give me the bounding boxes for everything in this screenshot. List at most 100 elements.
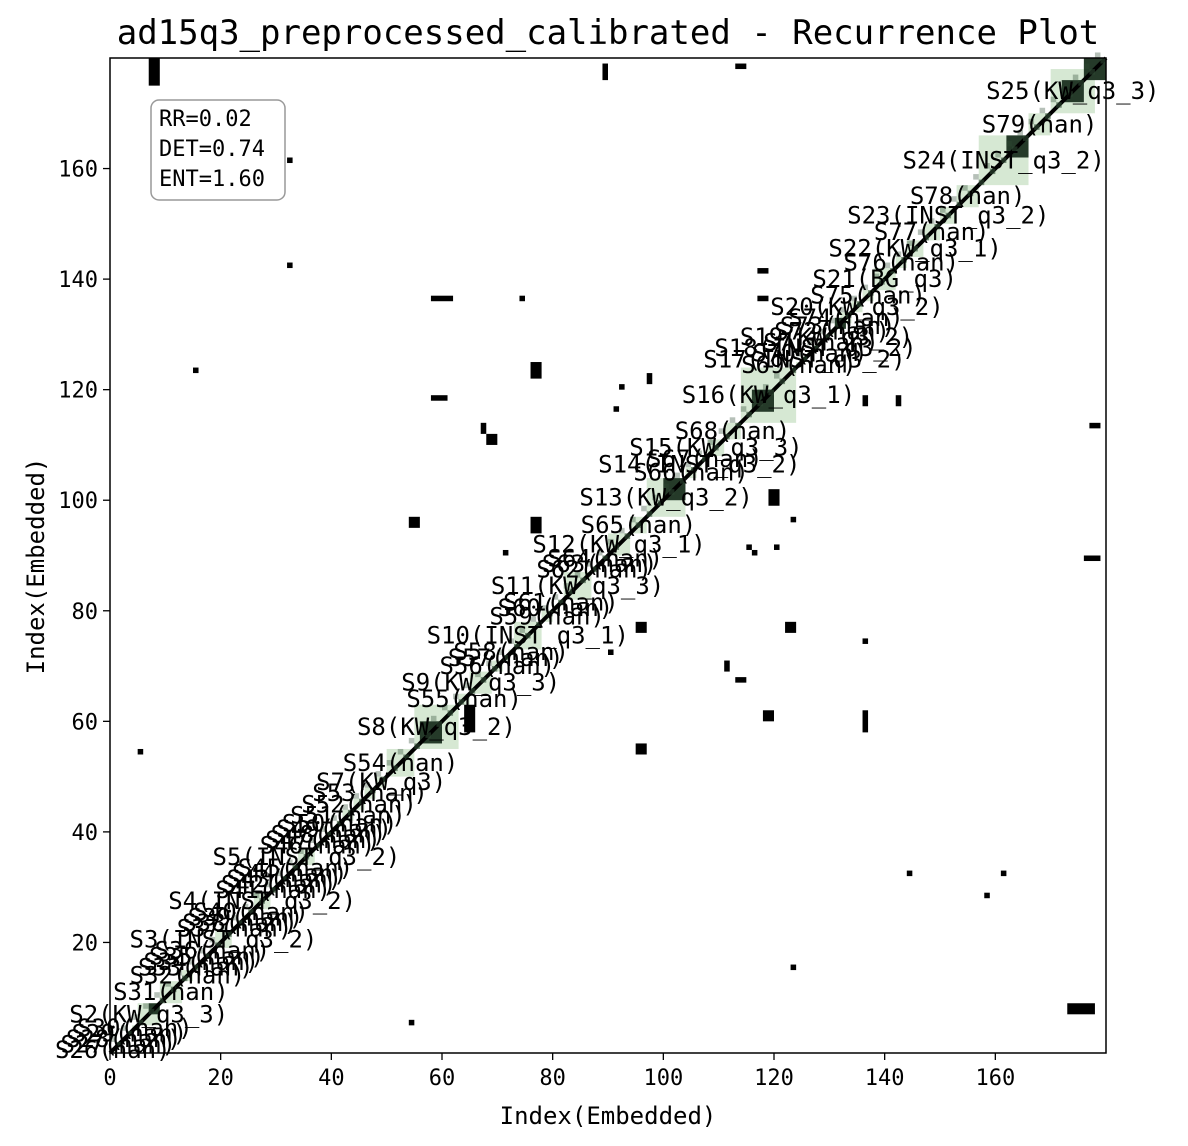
- diagonal-recurrence-cell: [762, 384, 769, 390]
- recurrence-point: [486, 433, 498, 445]
- y-tick-label: 100: [58, 489, 98, 514]
- y-tick-label: 140: [58, 268, 98, 293]
- segment-label: S14(INST_q3_2): [598, 450, 800, 478]
- x-axis-ticks: 0 20 40 60 80 100 120 140 160: [103, 1053, 1015, 1091]
- segment-label: S48(nan): [271, 821, 387, 849]
- stats-box: RR=0.02 DET=0.74 ENT=1.60: [150, 99, 286, 201]
- segment-label: S27(nan): [61, 1031, 177, 1059]
- diagonal-recurrence-cell: [453, 693, 459, 700]
- segment-label: S56(nan): [440, 652, 556, 680]
- diagonal-recurrence-cell: [541, 605, 548, 611]
- recurrence-point: [762, 710, 774, 722]
- diagonal-recurrence-cell: [751, 395, 758, 401]
- recurrence-point: [608, 649, 614, 655]
- segment-label: S50(nan): [282, 810, 398, 838]
- recurrence-point: [1089, 422, 1101, 429]
- diagonal-recurrence-cell: [1056, 102, 1062, 108]
- segment-label: S20(KW_q3_2): [770, 293, 943, 321]
- diagonal-recurrence-cell: [552, 594, 559, 600]
- diagonal-recurrence-cell: [857, 301, 863, 307]
- diagonal-recurrence-cell: [121, 1025, 127, 1031]
- recurrence-point: [287, 157, 293, 164]
- diagonal-recurrence-cell: [1094, 52, 1101, 58]
- diagonal-recurrence-cell: [264, 881, 271, 888]
- segment-label: S16(KW_q3_1): [682, 381, 855, 409]
- diagonal-recurrence-cell: [170, 986, 177, 993]
- diagonal-recurrence-cell: [790, 367, 797, 374]
- diagonal-recurrence-cell: [137, 1019, 144, 1026]
- segment-label: S28(nan): [66, 1025, 182, 1053]
- diagonal-recurrence-cell: [1061, 85, 1068, 92]
- diagonal-recurrence-cell: [359, 798, 365, 805]
- segment-label: S34(nan): [144, 948, 260, 976]
- diagonal-recurrence-cell: [729, 417, 736, 423]
- diagonal-recurrence-cell: [691, 467, 697, 473]
- diagonal-recurrence-cell: [187, 959, 193, 965]
- segment-label: S68(nan): [675, 417, 791, 445]
- segment-label: S41(nan): [215, 876, 331, 904]
- diagonal-recurrence-cell: [901, 257, 907, 263]
- diagonal-recurrence-cell: [608, 538, 614, 545]
- diagonal-recurrence-cell: [176, 970, 182, 976]
- diagonal-recurrence-cell: [962, 185, 968, 191]
- diagonal-recurrence-cell: [392, 765, 398, 772]
- x-tick-label: 160: [975, 1066, 1015, 1091]
- segment-label: S12(KW_q3_1): [532, 530, 705, 558]
- diagonal-recurrence-cell: [1050, 96, 1057, 103]
- segment-label: S47(nan): [265, 826, 381, 854]
- diagonal-recurrence-cell: [386, 760, 393, 766]
- diagonal-recurrence-cell: [823, 334, 830, 340]
- x-tick-label: 100: [643, 1066, 683, 1091]
- diagonal-recurrence-cell: [801, 356, 808, 363]
- diagonal-recurrence-cell: [447, 710, 454, 716]
- diagonal-recurrence-cell: [248, 909, 254, 915]
- diagonal-recurrence-cell: [558, 599, 564, 606]
- diagonal-recurrence-cell: [818, 328, 824, 335]
- recurrence-point: [430, 395, 448, 401]
- diagonal-recurrence-cell: [530, 616, 537, 622]
- segment-label: S17(INST_q3_2): [703, 345, 905, 373]
- diagonal-recurrence-cell: [132, 1014, 138, 1020]
- recurrence-point: [790, 516, 797, 523]
- recurrence-point: [906, 870, 913, 877]
- diagonal-recurrence-cell: [1006, 140, 1012, 147]
- diagonal-recurrence-cell: [1034, 124, 1040, 130]
- diagonal-recurrence-cell: [879, 279, 885, 285]
- diagonal-recurrence-cell: [1067, 91, 1073, 97]
- diagonal-recurrence-cell: [602, 555, 608, 562]
- segment-label: S31(nan): [113, 978, 229, 1006]
- segment-label: S57(nan): [448, 644, 564, 672]
- diagonal-recurrence-cell: [403, 754, 409, 761]
- diagonal-recurrence-cell: [181, 975, 188, 982]
- diagonal-recurrence-cell: [547, 610, 553, 617]
- diagonal-recurrence-cell: [674, 472, 680, 479]
- diagonal-recurrence-cell: [154, 992, 160, 998]
- recurrence-point: [408, 516, 420, 528]
- diagonal-recurrence-cell: [502, 655, 509, 661]
- diagonal-recurrence-cell: [696, 450, 703, 456]
- x-tick-label: 40: [318, 1066, 345, 1091]
- segment-label: S74(nan): [788, 304, 904, 332]
- segment-label: S18(INST_q3_2): [714, 334, 916, 362]
- recurrence-point: [984, 892, 990, 899]
- segment-label: S46(nan): [260, 832, 376, 860]
- diagonal-recurrence-cell: [276, 870, 282, 877]
- diagonal-recurrence-cell: [370, 787, 376, 794]
- y-axis-ticks: 20 40 60 80 100 120 140 160: [58, 158, 110, 956]
- diagonal-recurrence-cell: [259, 898, 265, 904]
- y-tick-label: 160: [58, 158, 98, 183]
- diagonal-recurrence-cell: [569, 588, 575, 595]
- diagonal-recurrence-cell: [220, 925, 227, 932]
- diagonal-recurrence-cell: [685, 461, 691, 468]
- stat-rr: RR=0.02: [159, 107, 252, 132]
- recurrence-point: [602, 63, 608, 81]
- diagonal-recurrence-cell: [1045, 113, 1051, 119]
- segment-label: S53(nan): [312, 779, 428, 807]
- segment-label: S51(nan): [290, 801, 406, 829]
- diagonal-recurrence-cell: [917, 229, 924, 235]
- diagonal-recurrence-cell: [873, 273, 880, 280]
- recurrence-point: [1083, 555, 1101, 562]
- diagonal-recurrence-cell: [253, 892, 260, 899]
- diagonal-recurrence-cell: [563, 583, 570, 589]
- segment-label: S36(nan): [155, 937, 271, 965]
